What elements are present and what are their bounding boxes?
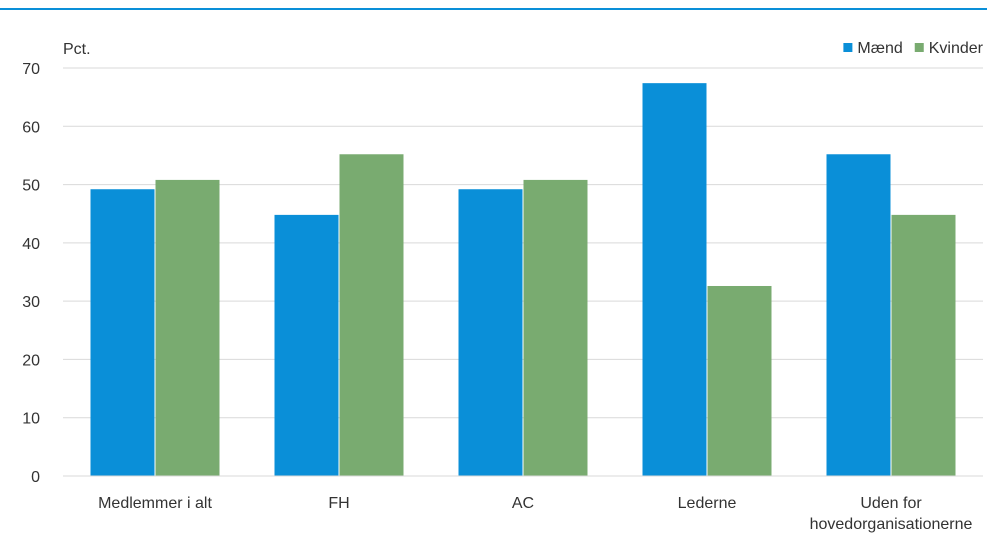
bar-kvinder (155, 179, 220, 476)
y-axis-ticks: 0 10 20 30 40 50 60 70 (22, 61, 40, 486)
bar-kvinder (891, 214, 956, 476)
legend-label: Kvinder (929, 40, 984, 57)
y-tick-label: 50 (22, 178, 40, 195)
legend-label: Mænd (857, 40, 902, 57)
bar-maend (274, 214, 339, 476)
bar-kvinder (523, 179, 588, 476)
legend-swatch (914, 43, 924, 52)
bar-maend (458, 189, 523, 476)
y-tick-label: 20 (22, 352, 40, 369)
category-label-line: FH (328, 495, 349, 512)
category-label: Lederne (678, 495, 737, 512)
y-tick-label: 30 (22, 294, 40, 311)
bar-maend (826, 154, 891, 476)
y-unit-label: Pct. (63, 41, 91, 58)
category-label: AC (512, 495, 534, 512)
y-tick-label: 60 (22, 119, 40, 136)
category-label: FH (328, 495, 349, 512)
category-label-line: AC (512, 495, 534, 512)
bars (90, 83, 956, 476)
category-label-line: Medlemmer i alt (98, 495, 212, 512)
legend: Kvinder Mænd (843, 40, 984, 57)
bar-maend (642, 83, 707, 476)
y-tick-label: 70 (22, 61, 40, 78)
y-tick-label: 10 (22, 411, 40, 428)
category-label-line: Uden for (860, 495, 922, 512)
category-labels: Medlemmer i alt FH AC Lederne Uden for hovedo… (98, 495, 972, 533)
y-tick-label: 40 (22, 236, 40, 253)
y-tick-label: 0 (31, 469, 40, 486)
bar-kvinder (339, 154, 404, 476)
bar-maend (90, 189, 155, 476)
category-label-line: hovedorganisationerne (810, 516, 973, 533)
category-label: Uden for hovedorganisationerne (810, 495, 973, 533)
bar-kvinder (707, 285, 772, 476)
legend-swatch (843, 43, 853, 52)
category-label-line: Lederne (678, 495, 737, 512)
category-label: Medlemmer i alt (98, 495, 212, 512)
